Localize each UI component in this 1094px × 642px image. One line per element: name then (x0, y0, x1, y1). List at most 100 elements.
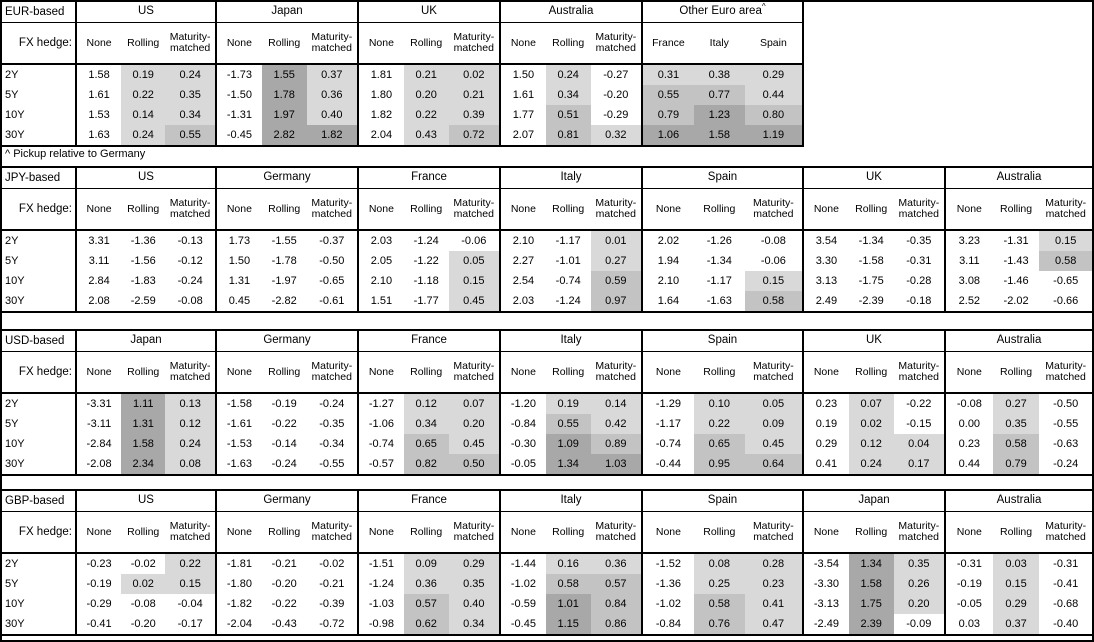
value-cell: -1.22 (413, 255, 439, 267)
value-cell: 0.65 (693, 434, 745, 454)
value-cell: 1.01 (545, 594, 591, 614)
value-cell: 2.05 (370, 255, 393, 267)
country-name: US (138, 171, 154, 183)
subcolumn-headers: None Rolling Maturity-matched (499, 189, 641, 229)
value-cell: -1.44 (510, 558, 536, 570)
value-cell: 0.62 (403, 614, 449, 634)
column-header-maturity-matched: Maturity-matched (898, 197, 940, 220)
value-cell: 0.20 (448, 414, 499, 434)
value-cell: 0.38 (693, 65, 745, 85)
tenor-row-2y: 2Y -0.23 -0.02 0.22 -1.81 -0.21 -0.02 -1.51 0.09… (2, 554, 1092, 574)
value-cell: -1.77 (413, 295, 439, 307)
column-header-none: None (86, 202, 112, 215)
value-cell: -1.34 (858, 235, 884, 247)
value-cell: -0.30 (510, 438, 536, 450)
country-name: Spain (707, 494, 738, 506)
column-header-none: None (368, 365, 394, 378)
value-cell: 1.61 (512, 89, 535, 101)
column-header-none: None (655, 365, 681, 378)
value-group-us: -0.29 -0.08 -0.04 (75, 594, 215, 614)
subcolumn-headers: None Rolling Maturity-matched (215, 352, 357, 392)
value-cell: 0.47 (744, 614, 802, 634)
value-group-us: 2.08 -2.59 -0.08 (75, 291, 215, 311)
subcolumn-headers: None Rolling Maturity-matched (641, 512, 802, 552)
value-cell: 1.97 (261, 105, 307, 125)
value-cell: 0.19 (815, 418, 838, 430)
value-cell: -0.59 (510, 598, 536, 610)
column-header-maturity-matched: Maturity-matched (595, 197, 637, 220)
value-group-uk: 3.13 -1.75 -0.28 (802, 271, 944, 291)
value-cell: 0.24 (545, 65, 591, 85)
value-cell: 0.58 (545, 574, 591, 594)
country-name: Italy (560, 334, 582, 346)
value-cell: -0.21 (319, 578, 345, 590)
fx-hedge-label: FX hedge: (18, 366, 72, 378)
column-header-none: None (226, 525, 252, 538)
value-cell: 1.06 (643, 125, 694, 145)
value-group-spain: -1.29 0.10 0.05 (641, 394, 802, 414)
country-name: US (138, 5, 154, 17)
value-cell: 1.11 (121, 394, 166, 414)
value-cell: -0.55 (1053, 418, 1079, 430)
value-cell: 0.39 (448, 105, 499, 125)
value-cell: 0.12 (165, 414, 215, 434)
value-group-us: 3.31 -1.36 -0.13 (75, 231, 215, 251)
value-cell: 0.24 (165, 65, 215, 85)
value-cell: 0.50 (448, 454, 499, 474)
value-cell: 0.35 (165, 85, 215, 105)
value-cell: -3.13 (813, 598, 839, 610)
value-cell: 0.57 (590, 574, 641, 594)
value-cell: -1.73 (226, 69, 252, 81)
value-cell: -1.56 (130, 255, 156, 267)
column-header-none: None (956, 202, 982, 215)
country-name: Italy (560, 171, 582, 183)
value-cell: -1.43 (1003, 255, 1029, 267)
value-cell: 1.58 (693, 125, 745, 145)
tenor-label: 2Y (5, 235, 19, 247)
column-header-none: None (368, 36, 394, 49)
country-header-row: GBP-based US Germany France Italy Spain Japan A… (2, 491, 1092, 512)
column-header-rolling: Rolling (127, 36, 160, 49)
value-cell: 0.23 (815, 398, 838, 410)
value-cell: 3.13 (815, 275, 838, 287)
value-cell: 0.15 (448, 271, 499, 291)
value-cell: 0.03 (992, 554, 1040, 574)
fx-hedge-label: FX hedge: (18, 526, 72, 538)
country-name: Australia (548, 5, 594, 17)
country-name: Other Euro area^ (679, 2, 766, 17)
column-header-rolling: Rolling (410, 36, 443, 49)
value-cell: -0.61 (319, 295, 345, 307)
value-cell: 0.37 (306, 65, 357, 85)
value-cell: 0.44 (744, 85, 802, 105)
value-group-germany: -1.80 -0.20 -0.21 (215, 574, 357, 594)
value-cell: -0.02 (130, 558, 156, 570)
fx-hedge-header-row: FX hedge: None Rolling Maturity-matched None… (2, 189, 1092, 231)
column-header-maturity-matched: Maturity-matched (1045, 520, 1087, 543)
value-cell: 0.80 (744, 105, 802, 125)
value-cell: -2.08 (86, 458, 112, 470)
country-group-germany: Germany (215, 491, 357, 511)
value-cell: 0.20 (893, 594, 944, 614)
value-cell: 1.78 (261, 85, 307, 105)
column-header-maturity-matched: Maturity-matched (453, 31, 495, 54)
column-header-maturity-matched: Maturity-matched (453, 520, 495, 543)
value-cell: -0.44 (655, 458, 681, 470)
value-cell: 0.64 (744, 454, 802, 474)
value-cell: 0.35 (448, 574, 499, 594)
value-cell: 0.84 (590, 594, 641, 614)
value-cell: -0.22 (271, 418, 297, 430)
subcolumn-headers: None Rolling Maturity-matched (75, 352, 215, 392)
tenor-row-10y: 10Y 1.53 0.14 0.34 -1.31 1.97 0.40 1.82 0.22 0.39… (2, 105, 802, 125)
value-group-germany: -1.53 -0.14 -0.34 (215, 434, 357, 454)
column-header-maturity-matched: Maturity-matched (898, 360, 940, 383)
country-name: UK (421, 5, 437, 17)
country-group-spain: Spain (641, 331, 802, 351)
value-cell: 0.58 (1039, 251, 1092, 271)
value-cell: 0.45 (228, 295, 251, 307)
country-group-france: France (357, 491, 499, 511)
value-cell: -0.72 (319, 618, 345, 630)
value-cell: 2.82 (261, 125, 307, 145)
value-group-italy: 2.54 -0.74 0.59 (499, 271, 641, 291)
column-header-rolling: Rolling (1000, 365, 1033, 378)
value-cell: -0.24 (1053, 458, 1079, 470)
